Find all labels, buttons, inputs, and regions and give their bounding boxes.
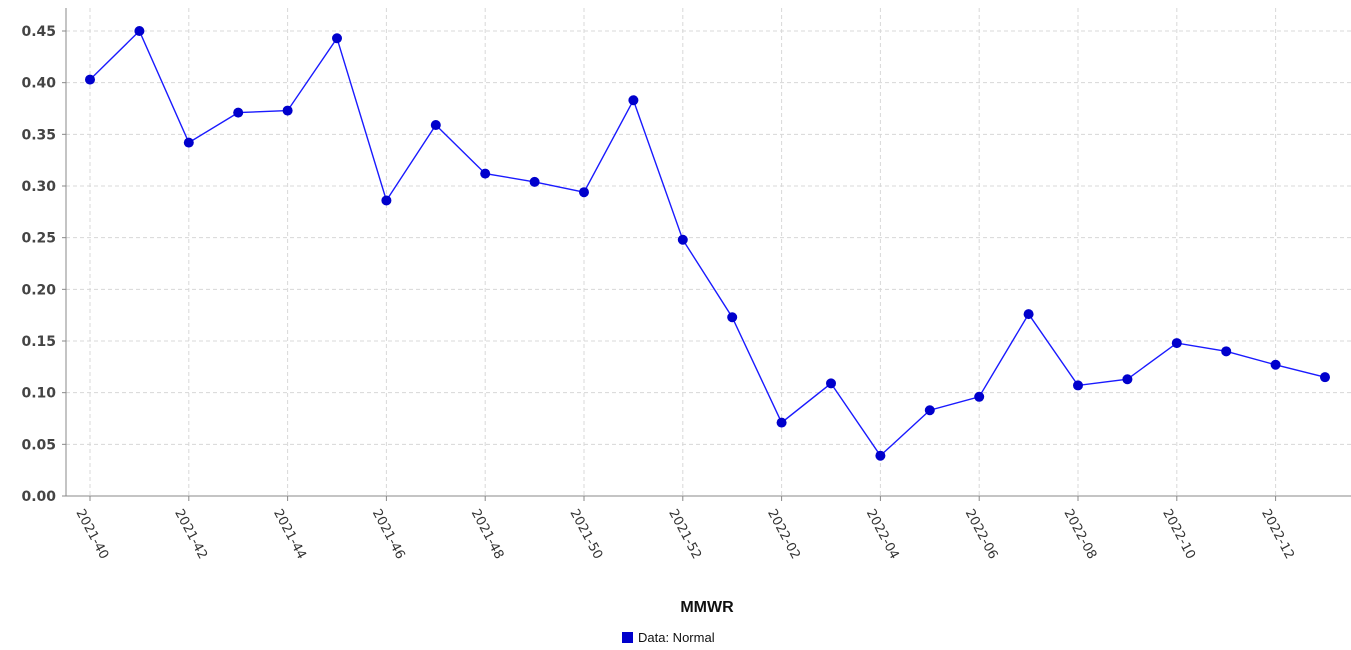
x-tick-label: 2021-42	[171, 507, 210, 562]
x-tick-label: 2021-52	[665, 507, 704, 562]
data-point	[529, 176, 540, 187]
data-point	[430, 120, 441, 131]
x-tick-label: 2021-44	[270, 507, 309, 562]
data-point	[628, 95, 639, 106]
y-tick-label: 0.00	[21, 489, 56, 505]
y-tick-label: 0.35	[21, 127, 56, 143]
legend-swatch	[622, 632, 633, 643]
data-point	[85, 74, 95, 85]
x-tick-labels: 2021-40 2021-42 2021-44 2021-46 2021-48 2021-…	[72, 507, 1296, 562]
y-tick-label: 0.05	[21, 437, 56, 453]
x-axis-title: MMWR	[680, 599, 734, 616]
y-tick-label: 0.15	[21, 334, 56, 350]
x-tick-label: 2022-04	[863, 507, 902, 562]
x-tick-label: 2022-02	[764, 507, 803, 562]
grid-lines	[66, 8, 1351, 496]
data-point	[1122, 374, 1133, 385]
series-data-normal	[85, 26, 1330, 461]
data-point	[282, 105, 293, 116]
x-tick-label: 2022-10	[1159, 507, 1198, 562]
x-tick-label: 2022-08	[1060, 507, 1099, 562]
data-point	[183, 137, 194, 148]
y-tick-label: 0.30	[21, 179, 56, 195]
x-tick-label: 2021-48	[468, 507, 507, 562]
data-point	[381, 195, 392, 206]
x-tick-label: 2022-12	[1258, 507, 1297, 562]
data-point	[134, 26, 145, 36]
x-tick-label: 2021-40	[72, 507, 111, 562]
data-point	[579, 187, 589, 198]
data-point	[1270, 359, 1281, 370]
data-point	[332, 33, 342, 44]
data-point	[233, 107, 244, 118]
data-point	[924, 405, 935, 416]
y-tick-label: 0.25	[21, 231, 56, 247]
data-point	[480, 168, 491, 179]
y-tick-labels: 0.00 0.05 0.10 0.15 0.20 0.25 0.30 0.35 0.40 0.45	[21, 24, 56, 505]
x-tick-label: 2021-50	[566, 507, 605, 562]
series-line	[89, 29, 1326, 457]
y-tick-label: 0.40	[21, 76, 56, 92]
data-point	[1171, 338, 1182, 349]
data-point	[727, 312, 738, 323]
axes	[62, 8, 1351, 501]
legend-label: Data: Normal	[638, 630, 715, 645]
y-tick-label: 0.45	[21, 24, 56, 40]
data-point	[1073, 380, 1083, 391]
legend: Data: Normal	[622, 630, 715, 645]
data-point	[875, 450, 886, 461]
data-point	[1320, 372, 1330, 383]
x-tick-label: 2021-46	[369, 507, 408, 562]
y-tick-label: 0.20	[21, 282, 56, 298]
data-point	[1221, 346, 1232, 357]
data-point	[826, 378, 836, 389]
data-point	[677, 234, 688, 245]
data-point	[1023, 309, 1034, 320]
data-point	[776, 417, 787, 428]
x-tick-label: 2022-06	[962, 507, 1001, 562]
data-point	[974, 391, 985, 402]
y-tick-label: 0.10	[21, 386, 56, 402]
